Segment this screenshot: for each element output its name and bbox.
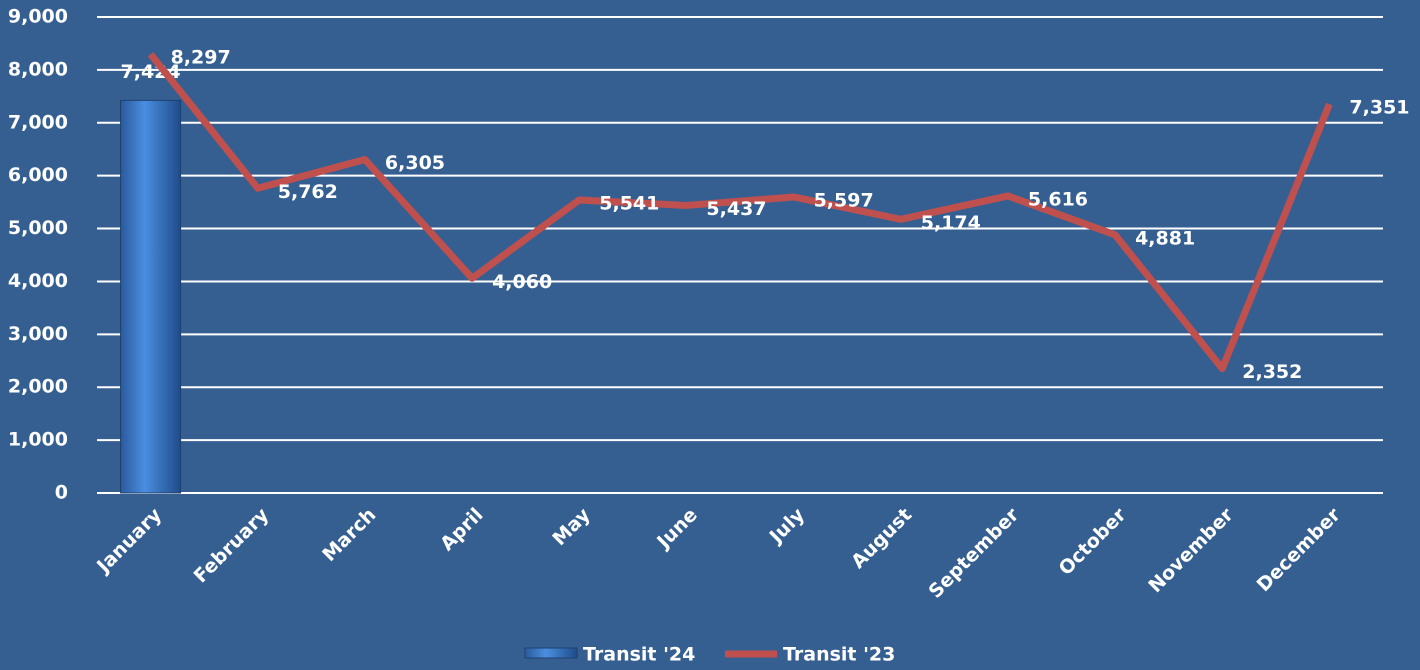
legend-label: Transit '24	[583, 644, 695, 666]
y-tick-label: 0	[55, 482, 68, 504]
data-label: 5,762	[278, 181, 338, 203]
data-label: 2,352	[1242, 361, 1302, 383]
y-tick-label: 4,000	[8, 270, 68, 292]
data-label: 5,597	[814, 189, 874, 211]
line	[147, 51, 1333, 373]
y-tick-label: 7,000	[8, 111, 68, 133]
data-label: 5,174	[921, 212, 981, 234]
data-label: 4,060	[492, 271, 552, 293]
data-label: 5,541	[599, 192, 659, 214]
y-tick-label: 1,000	[8, 429, 68, 451]
y-tick-label: 9,000	[8, 6, 68, 28]
data-label: 4,881	[1135, 227, 1195, 249]
data-label: 7,351	[1349, 97, 1409, 119]
y-tick-label: 3,000	[8, 323, 68, 345]
legend-swatch	[524, 647, 578, 659]
bar	[120, 99, 182, 494]
y-tick-label: 2,000	[8, 376, 68, 398]
data-label: 8,297	[171, 47, 231, 69]
data-label: 5,616	[1028, 188, 1088, 210]
data-label: 6,305	[385, 152, 445, 174]
y-tick-label: 8,000	[8, 58, 68, 80]
legend-label: Transit '23	[783, 644, 895, 666]
data-label: 5,437	[706, 198, 766, 220]
y-tick-label: 5,000	[8, 217, 68, 239]
y-tick-label: 6,000	[8, 164, 68, 186]
